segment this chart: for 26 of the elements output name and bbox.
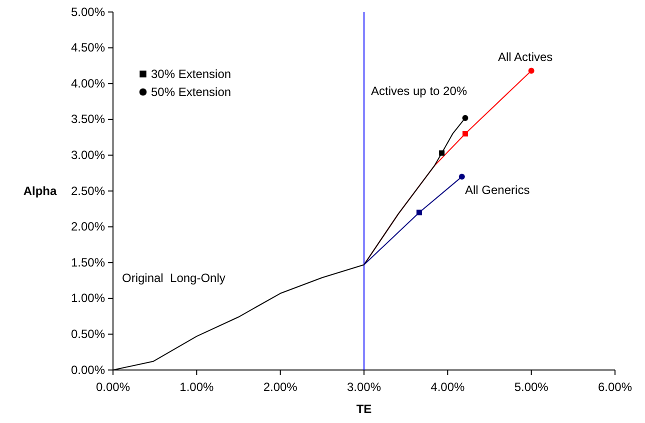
y-tick-label: 2.00% xyxy=(70,220,106,234)
y-axis-title: Alpha xyxy=(23,184,57,198)
x-tick-label: 3.00% xyxy=(346,380,382,394)
x-tick-label: 5.00% xyxy=(514,380,549,394)
y-tick-label: 3.50% xyxy=(70,112,106,126)
annotation: Original Long-Only xyxy=(122,271,226,286)
y-tick-label: 1.50% xyxy=(70,255,106,270)
legend-label: 30% Extension xyxy=(151,67,232,82)
y-tick-label: 1.00% xyxy=(70,291,106,306)
y-tick-label: 5.00% xyxy=(70,4,106,19)
x-tick-label: 2.00% xyxy=(263,380,298,394)
x-tick-label: 1.00% xyxy=(180,380,214,394)
x-tick-label: 4.00% xyxy=(430,380,466,394)
y-tick-label: 0.50% xyxy=(70,327,106,342)
y-tick-label: 4.00% xyxy=(70,76,106,90)
legend-label: 50% Extension xyxy=(151,85,232,100)
annotation: Actives up to 20% xyxy=(371,84,468,98)
x-tick-label: 6.00% xyxy=(598,380,632,394)
x-axis-title: TE xyxy=(356,402,372,416)
annotation: All Actives xyxy=(498,50,553,64)
y-tick-label: 3.00% xyxy=(70,148,106,162)
x-tick-label: 0.00% xyxy=(96,380,130,394)
y-tick-label: 2.50% xyxy=(70,184,106,198)
y-tick-label: 4.50% xyxy=(70,40,106,55)
annotation: All Generics xyxy=(465,183,530,198)
y-tick-label: 0.00% xyxy=(70,362,106,377)
